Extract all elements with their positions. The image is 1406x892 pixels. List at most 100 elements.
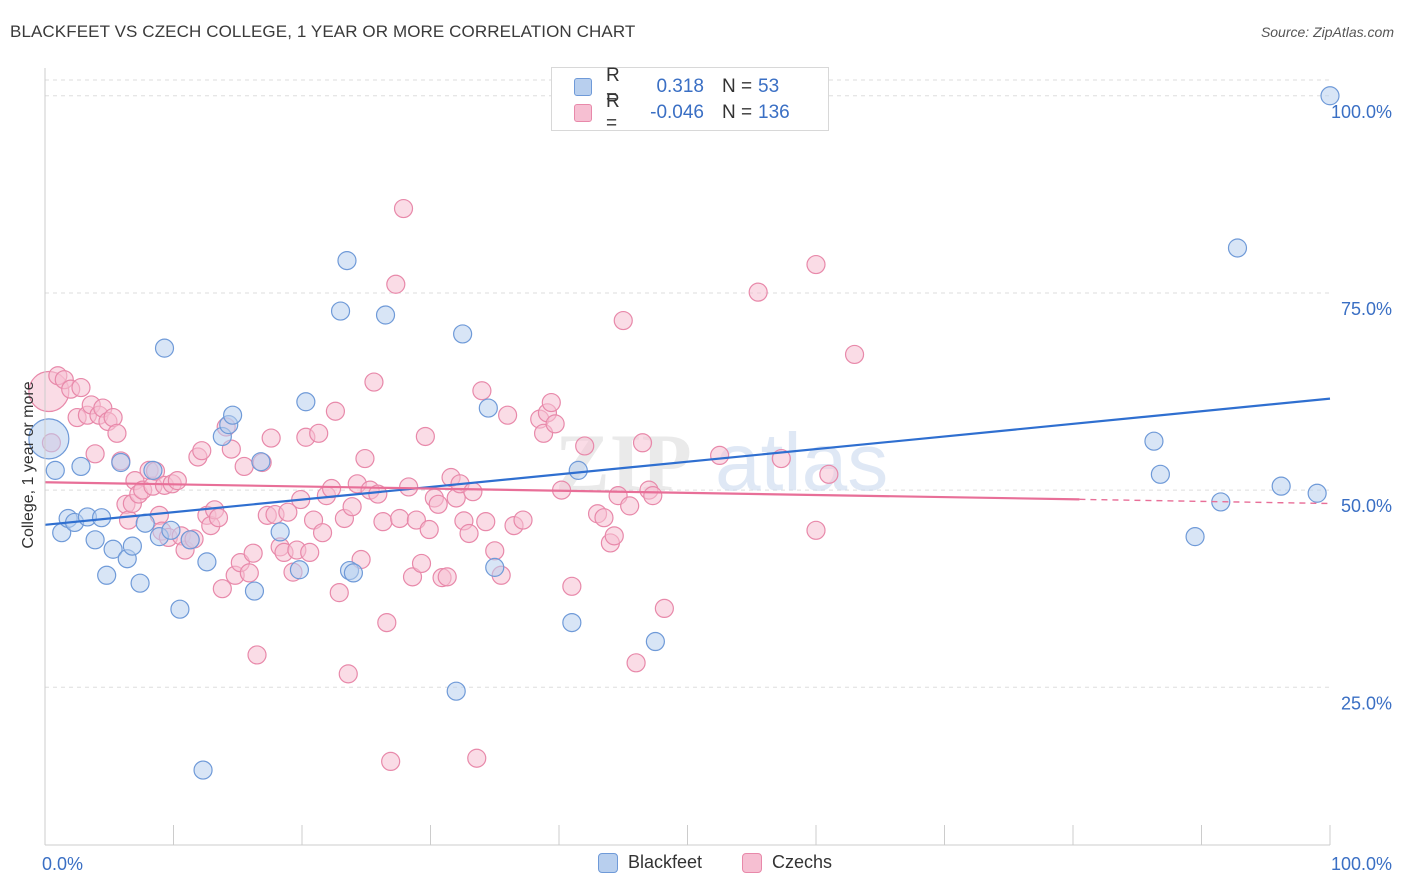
blackfeet-point [453, 324, 473, 344]
czechs-point [373, 512, 393, 532]
blackfeet-point [645, 631, 665, 652]
legend-swatch-blackfeet [574, 78, 592, 96]
czechs-point [342, 497, 362, 517]
blackfeet-point [180, 530, 200, 550]
czechs-point [415, 426, 435, 447]
blackfeet-point [143, 460, 163, 480]
legend-r-value-blackfeet: 0.318 [656, 76, 704, 97]
legend-label-czechs: Czechs [772, 852, 833, 872]
blackfeet-points [28, 86, 1340, 780]
czechs-point [329, 583, 349, 603]
legend-row-czechs: R = -0.046 N = 136 [574, 91, 798, 134]
blackfeet-point [485, 557, 505, 577]
czechs-point [364, 372, 384, 392]
blackfeet-point [170, 599, 190, 619]
czechs-point [620, 496, 640, 516]
czechs-point [377, 612, 397, 633]
czechs-point [562, 576, 582, 596]
legend-swatch-blackfeet [598, 852, 618, 873]
czechs-point [604, 526, 624, 546]
blackfeet-point [97, 565, 117, 585]
czechs-point [844, 344, 865, 365]
czechs-point [261, 428, 281, 448]
czechs-point [386, 274, 406, 294]
blackfeet-point [223, 405, 243, 425]
blackfeet-point [478, 398, 498, 418]
czechs-point [771, 448, 791, 469]
czechs-point [575, 436, 595, 456]
blackfeet-point [1227, 238, 1248, 258]
y-axis-label: College, 1 year or more [20, 381, 37, 549]
czechs-point [476, 512, 496, 532]
x-tick-label-max: 100.0% [1331, 854, 1392, 874]
legend-r-label: R = [606, 91, 620, 134]
czechs-point [399, 477, 419, 497]
legend-r-label: R = [606, 65, 620, 108]
grid-lines [45, 79, 1330, 688]
czechs-point [278, 502, 298, 522]
czechs-point [338, 664, 358, 684]
blackfeet-point [71, 456, 91, 477]
source-label: Source: ZipAtlas.com [1260, 24, 1394, 40]
blackfeet-point [343, 563, 363, 583]
czechs-point [85, 444, 105, 464]
blackfeet-point [1320, 86, 1340, 106]
czechs-point [459, 523, 479, 544]
czechs-point [541, 392, 561, 413]
czechs-point [208, 508, 229, 528]
blackfeet-point [568, 460, 588, 480]
czechs-point [428, 494, 448, 514]
czechs-point [419, 519, 439, 540]
czechs-point [71, 377, 91, 398]
y-tick-label: 50.0% [1341, 496, 1392, 516]
legend-n-label: N = [722, 76, 753, 97]
legend-item-blackfeet[interactable]: Blackfeet [598, 852, 702, 873]
czechs-point [498, 405, 518, 425]
czechs-point [312, 523, 333, 543]
czechs-point [355, 448, 375, 469]
czechs-point [402, 567, 423, 587]
blackfeet-point [562, 612, 582, 633]
czechs-point [463, 482, 483, 502]
czechs-point [467, 748, 487, 768]
czechs-point [103, 407, 123, 428]
blackfeet-point [1144, 431, 1164, 451]
czechs-point [819, 464, 839, 484]
blackfeet-point [154, 338, 175, 358]
czechs-point [613, 310, 633, 331]
czechs-point [234, 456, 254, 477]
czechs-point [325, 401, 346, 421]
legend-r-value-czechs: -0.046 [650, 102, 704, 123]
czechs-point [300, 542, 320, 563]
legend-n-value-blackfeet: 53 [758, 76, 780, 97]
czechs-point [247, 645, 267, 665]
czechs-point [710, 445, 730, 466]
legend-item-czechs[interactable]: Czechs [742, 852, 832, 873]
czechs-point [806, 254, 826, 275]
czechs-point [390, 508, 410, 529]
tick-labels: 25.0% 50.0% 75.0% 100.0% 0.0% 100.0% [42, 102, 1392, 874]
axes [44, 68, 1331, 846]
czechs-point [321, 478, 342, 499]
czechs-point [406, 510, 426, 530]
czechs-point [243, 543, 263, 563]
blackfeet-point [244, 581, 265, 601]
czechs-point [107, 423, 127, 443]
legend-n-value-czechs: 136 [758, 102, 790, 123]
czechs-point [239, 563, 259, 583]
blackfeet-point [375, 305, 396, 325]
blackfeet-point [193, 760, 213, 780]
czechs-point [411, 553, 432, 574]
series-legend: Blackfeet Czechs [0, 852, 1406, 876]
chart-title: BLACKFEET VS CZECH COLLEGE, 1 YEAR OR MO… [10, 22, 636, 41]
legend-label-blackfeet: Blackfeet [628, 852, 703, 872]
blackfeet-point [1185, 527, 1205, 547]
czechs-point [381, 751, 401, 772]
czechs-point [806, 520, 826, 540]
blackfeet-point [111, 452, 131, 473]
czechs-point [192, 441, 212, 461]
blackfeet-point [1150, 464, 1170, 484]
czechs-point [393, 198, 414, 219]
y-tick-label: 75.0% [1341, 299, 1392, 319]
